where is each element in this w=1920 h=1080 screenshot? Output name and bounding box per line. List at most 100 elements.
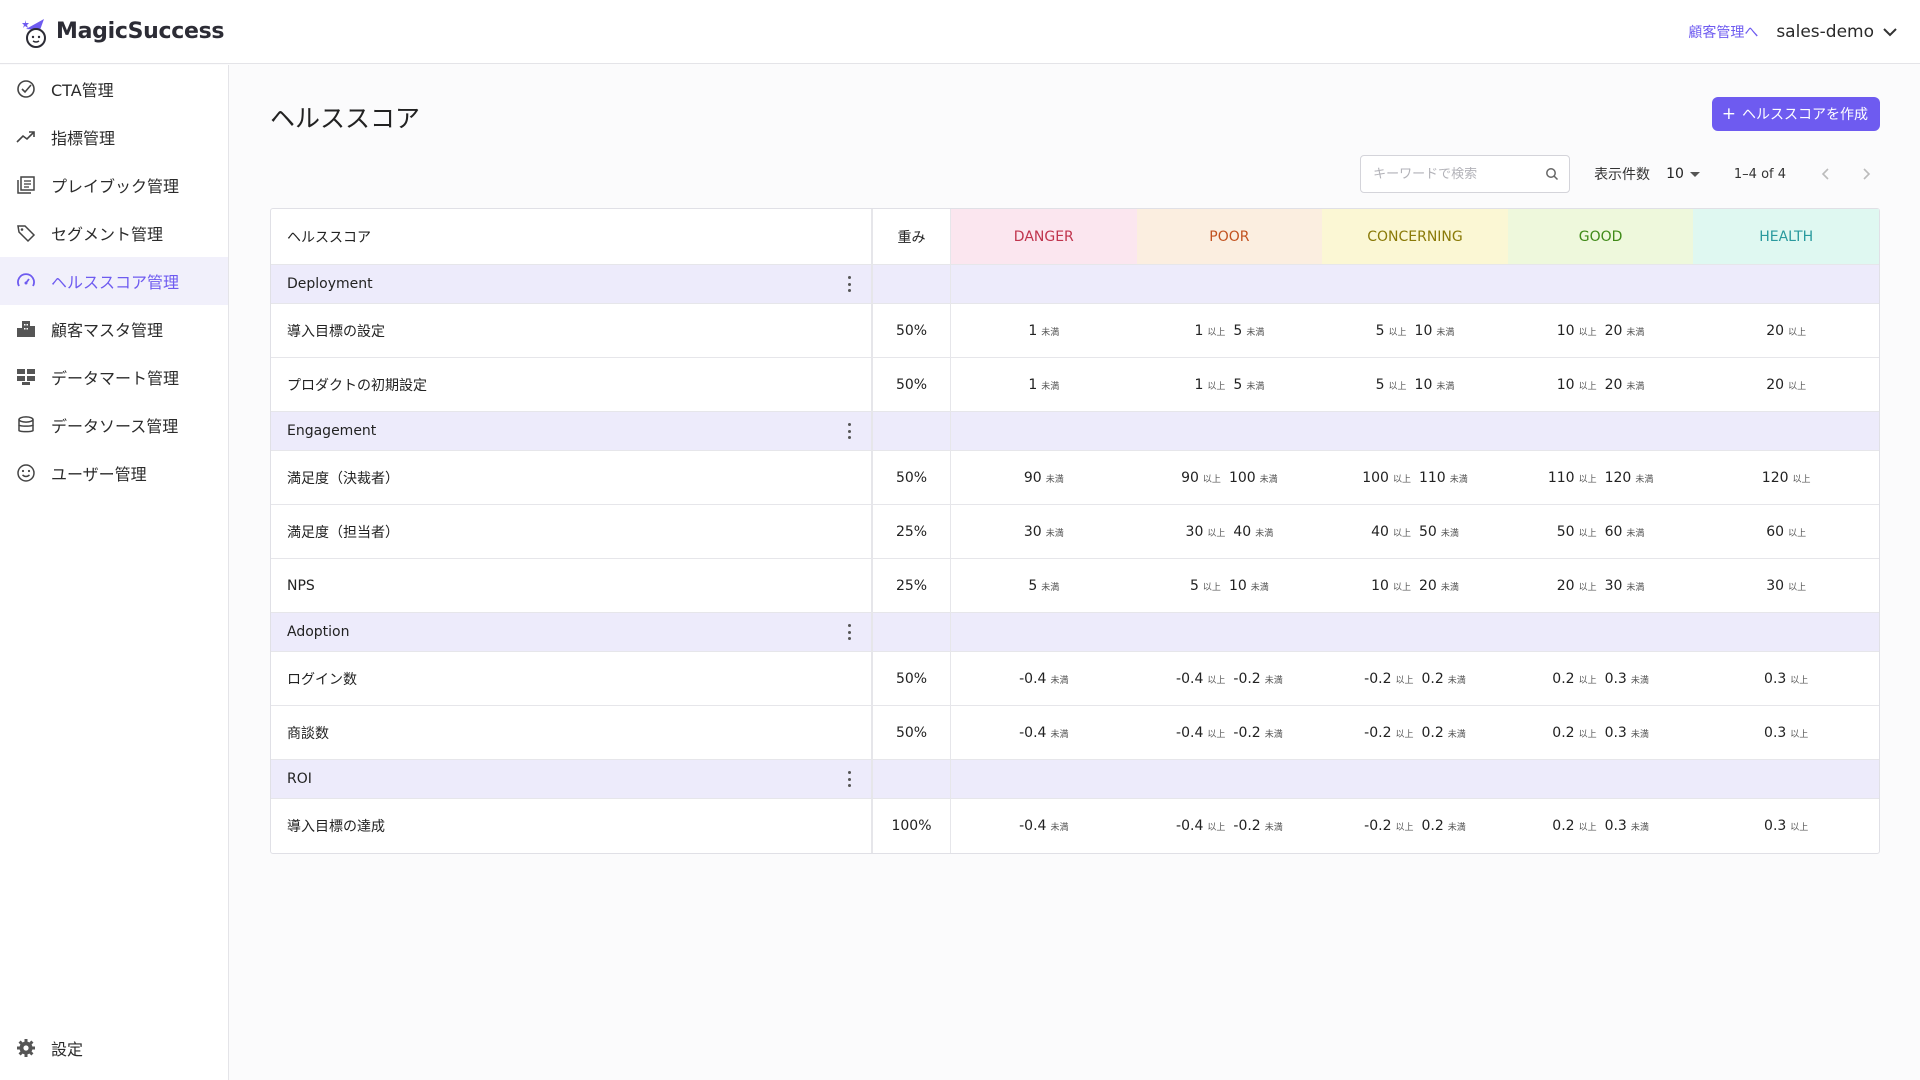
threshold-suffix: 未満 bbox=[1050, 675, 1069, 686]
threshold-value: -0.4 未満 bbox=[1019, 671, 1068, 687]
brand-logo[interactable]: MagicSuccess bbox=[22, 15, 224, 49]
sidebar-item-settings[interactable]: 設定 bbox=[0, 1024, 228, 1072]
threshold-cell-poor: 1 以上 5 未満 bbox=[1137, 304, 1323, 357]
previous-page-button[interactable] bbox=[1812, 160, 1840, 188]
threshold-cell-health: 120 以上 bbox=[1693, 451, 1879, 504]
threshold-suffix: 以上 bbox=[1578, 528, 1597, 539]
table-row[interactable]: 導入目標の達成 100% -0.4 未満 -0.4 以上 -0.2 未満 -0.2 以上 0.2 未満… bbox=[271, 799, 1879, 853]
threshold-suffix: 未満 bbox=[1626, 381, 1645, 392]
sidebar-item-datasource[interactable]: データソース管理 bbox=[0, 401, 228, 449]
threshold-value: -0.4 未満 bbox=[1019, 818, 1068, 834]
group-row: Engagement bbox=[271, 412, 1879, 451]
threshold-value: 10 未満 bbox=[1415, 377, 1455, 393]
threshold-value: 90 以上 bbox=[1181, 470, 1221, 486]
sidebar-item-health-score[interactable]: ヘルススコア管理 bbox=[0, 257, 228, 305]
table-row[interactable]: 商談数 50% -0.4 未満 -0.4 以上 -0.2 未満 -0.2 以上 0.2 未満 0.2 以上… bbox=[271, 706, 1879, 760]
threshold-cell-concerning: 5 以上 10 未満 bbox=[1322, 304, 1508, 357]
threshold-cell-poor: 30 以上 40 未満 bbox=[1137, 505, 1323, 558]
threshold-cell-poor: 1 以上 5 未満 bbox=[1137, 358, 1323, 411]
table-row[interactable]: ログイン数 50% -0.4 未満 -0.4 以上 -0.2 未満 -0.2 以上 0.2 未満 0.2… bbox=[271, 652, 1879, 706]
check-circle-icon bbox=[15, 78, 37, 100]
threshold-cell-danger: 30 未満 bbox=[951, 505, 1137, 558]
sidebar-item-playbook[interactable]: プレイブック管理 bbox=[0, 161, 228, 209]
sidebar-item-datamart[interactable]: データマート管理 bbox=[0, 353, 228, 401]
group-levels-cell bbox=[951, 760, 1879, 798]
sidebar-item-segment[interactable]: セグメント管理 bbox=[0, 209, 228, 257]
table-row[interactable]: NPS 25% 5 未満 5 以上 10 未満 10 以上 20 未満 20 以上 30 未満 30 以上 bbox=[271, 559, 1879, 613]
brand-name: MagicSuccess bbox=[56, 19, 225, 44]
more-vert-icon[interactable] bbox=[845, 423, 853, 439]
threshold-cell-concerning: 5 以上 10 未満 bbox=[1322, 358, 1508, 411]
more-vert-icon[interactable] bbox=[845, 276, 853, 292]
threshold-value: -0.2 以上 bbox=[1364, 725, 1413, 741]
threshold-suffix: 未満 bbox=[1447, 729, 1466, 740]
threshold-value: 10 未満 bbox=[1415, 323, 1455, 339]
search-input[interactable] bbox=[1373, 166, 1546, 182]
threshold-suffix: 未満 bbox=[1250, 582, 1269, 593]
threshold-cell-danger: 90 未満 bbox=[951, 451, 1137, 504]
threshold-number: 20 bbox=[1766, 376, 1785, 393]
sidebar-item-users[interactable]: ユーザー管理 bbox=[0, 449, 228, 497]
more-vert-icon[interactable] bbox=[845, 624, 853, 640]
threshold-number: 1 bbox=[1194, 376, 1204, 393]
group-row: Deployment bbox=[271, 265, 1879, 304]
chevron-down-icon bbox=[1883, 27, 1897, 36]
sidebar-item-label: ユーザー管理 bbox=[51, 465, 147, 484]
sidebar-item-customer-master[interactable]: 顧客マスタ管理 bbox=[0, 305, 228, 353]
threshold-suffix: 以上 bbox=[1207, 823, 1226, 833]
threshold-suffix: 未満 bbox=[1255, 528, 1274, 539]
threshold-value: 100 未満 bbox=[1229, 470, 1278, 486]
group-row: ROI bbox=[271, 760, 1879, 799]
group-name-cell: ROI bbox=[271, 760, 873, 798]
threshold-suffix: 未満 bbox=[1264, 675, 1283, 686]
group-row: Adoption bbox=[271, 613, 1879, 652]
next-page-button[interactable] bbox=[1852, 160, 1880, 188]
threshold-number: 0.2 bbox=[1421, 724, 1444, 741]
group-name: ROI bbox=[287, 771, 312, 787]
threshold-cell-danger: 5 未満 bbox=[951, 559, 1137, 612]
table-row[interactable]: 導入目標の設定 50% 1 未満 1 以上 5 未満 5 以上 10 未満 10 以上 20 未満 20 以上 bbox=[271, 304, 1879, 358]
table-row[interactable]: 満足度（担当者） 25% 30 未満 30 以上 40 未満 40 以上 50 未満 50 以上 60 未満 6… bbox=[271, 505, 1879, 559]
column-header-concerning: CONCERNING bbox=[1322, 209, 1508, 264]
per-page-select[interactable]: 10 bbox=[1666, 166, 1700, 182]
table-row[interactable]: 満足度（決裁者） 50% 90 未満 90 以上 100 未満 100 以上 110 未満 110 以上 1… bbox=[271, 451, 1879, 505]
group-weight-cell bbox=[873, 760, 951, 798]
metric-weight: 50% bbox=[873, 652, 951, 705]
threshold-number: 120 bbox=[1761, 469, 1789, 486]
customer-management-link[interactable]: 顧客管理へ bbox=[1688, 24, 1759, 41]
threshold-value: 10 以上 bbox=[1557, 323, 1597, 339]
threshold-number: 5 bbox=[1190, 577, 1199, 594]
threshold-suffix: 以上 bbox=[1207, 729, 1226, 740]
column-header-weight: 重み bbox=[873, 209, 951, 264]
threshold-value: 20 未満 bbox=[1419, 578, 1459, 594]
threshold-number: 10 bbox=[1556, 322, 1575, 339]
threshold-value: 60 未満 bbox=[1605, 524, 1645, 540]
threshold-suffix: 未満 bbox=[1635, 474, 1654, 485]
user-menu[interactable]: sales-demo bbox=[1776, 22, 1898, 42]
metric-name: 満足度（担当者） bbox=[271, 505, 873, 558]
threshold-suffix: 以上 bbox=[1788, 327, 1807, 338]
threshold-suffix: 以上 bbox=[1392, 474, 1411, 485]
caret-down-icon bbox=[1689, 171, 1700, 177]
more-vert-icon[interactable] bbox=[845, 771, 853, 787]
create-health-score-button[interactable]: + ヘルススコアを作成 bbox=[1711, 97, 1880, 131]
threshold-suffix: 以上 bbox=[1790, 675, 1809, 686]
threshold-number: 5 bbox=[1375, 322, 1385, 339]
sidebar-item-metrics[interactable]: 指標管理 bbox=[0, 113, 228, 161]
threshold-value: 10 未満 bbox=[1229, 578, 1269, 594]
threshold-suffix: 以上 bbox=[1392, 528, 1411, 539]
threshold-number: 90 bbox=[1023, 469, 1042, 486]
threshold-value: 0.2 未満 bbox=[1422, 725, 1466, 741]
threshold-number: -0.2 bbox=[1364, 670, 1392, 687]
threshold-number: 0.3 bbox=[1764, 724, 1787, 741]
threshold-suffix: 以上 bbox=[1388, 381, 1407, 392]
threshold-number: 0.3 bbox=[1764, 670, 1787, 687]
page-range: 1–4 of 4 bbox=[1733, 166, 1786, 182]
threshold-number: -0.4 bbox=[1176, 724, 1204, 741]
threshold-suffix: 未満 bbox=[1246, 381, 1265, 392]
sidebar-item-cta[interactable]: CTA管理 bbox=[0, 65, 228, 113]
threshold-value: 10 以上 bbox=[1371, 578, 1411, 594]
search-icon[interactable] bbox=[1545, 167, 1559, 181]
threshold-suffix: 未満 bbox=[1626, 528, 1645, 539]
table-row[interactable]: プロダクトの初期設定 50% 1 未満 1 以上 5 未満 5 以上 10 未満 10 以上 20 未満 20 以… bbox=[271, 358, 1879, 412]
